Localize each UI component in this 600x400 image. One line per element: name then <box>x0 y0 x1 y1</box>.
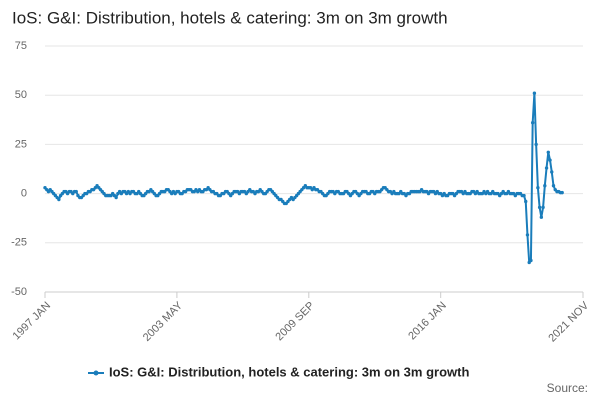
y-tick-label: 50 <box>15 89 27 101</box>
y-tick-label: -25 <box>11 237 27 249</box>
point <box>536 185 540 190</box>
point <box>57 197 61 202</box>
point <box>544 166 549 170</box>
y-tick-label: -50 <box>11 286 27 298</box>
x-tick-label: 2003 MAY <box>141 299 186 344</box>
y-tick-label: 0 <box>21 188 27 200</box>
x-tick-label: 1997 JAN <box>11 300 54 343</box>
point <box>522 193 526 198</box>
legend-label: IoS: G&I: Distribution, hotels & caterin… <box>109 364 469 379</box>
point <box>550 170 554 174</box>
point <box>524 199 528 204</box>
legend-marker <box>93 370 99 376</box>
chart-title: IoS: G&I: Distribution, hotels & caterin… <box>12 8 448 27</box>
point <box>560 190 564 195</box>
point <box>525 233 530 237</box>
point <box>74 189 78 194</box>
point <box>541 205 545 210</box>
point <box>530 121 535 125</box>
point <box>532 91 537 95</box>
point <box>543 184 547 188</box>
point <box>539 215 544 219</box>
x-tick-label: 2016 JAN <box>406 300 449 343</box>
x-tick-label: 2021 NOV <box>546 299 591 344</box>
point <box>548 158 552 162</box>
source: Source: <box>547 381 588 395</box>
point <box>537 205 542 210</box>
point <box>551 184 556 188</box>
line <box>44 92 563 264</box>
point <box>114 195 118 200</box>
point <box>529 258 533 263</box>
y-tick-label: 75 <box>15 40 27 52</box>
x-tick-label: 2009 SEP <box>273 300 317 344</box>
y-tick-label: 25 <box>15 138 27 150</box>
point <box>546 150 550 154</box>
point <box>534 142 538 147</box>
